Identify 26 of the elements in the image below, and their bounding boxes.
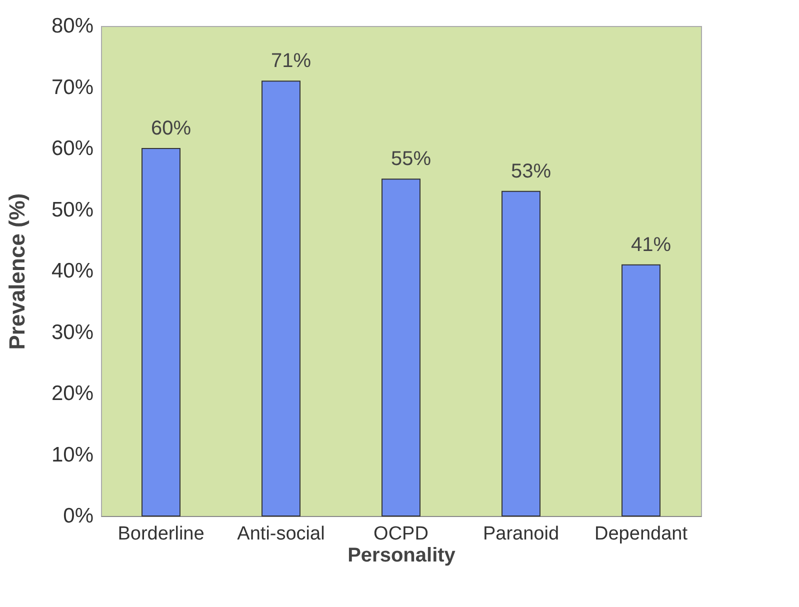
y-tick-label: 10% xyxy=(51,443,94,466)
y-tick-label: 20% xyxy=(51,382,94,405)
data-label: 55% xyxy=(390,148,432,170)
data-label: 41% xyxy=(630,234,672,256)
x-tick-label: OCPD xyxy=(374,524,428,544)
bar xyxy=(262,80,300,516)
y-tick-label: 30% xyxy=(51,320,94,344)
y-tick-label: 50% xyxy=(51,198,94,222)
x-tick-label: Dependant xyxy=(594,524,688,544)
y-axis-title: Prevalence (%) xyxy=(4,193,30,350)
x-axis-title: Personality xyxy=(348,544,456,566)
bar xyxy=(142,148,180,516)
y-tick-label: 70% xyxy=(51,76,94,99)
y-tick-label: 40% xyxy=(51,260,94,282)
data-label: 71% xyxy=(270,50,312,72)
x-tick-label: Borderline xyxy=(118,524,204,544)
data-label: 53% xyxy=(510,160,552,182)
data-label: 60% xyxy=(150,118,192,140)
y-tick-label: 80% xyxy=(51,14,94,38)
bar xyxy=(622,264,660,516)
x-tick-label: Anti-social xyxy=(237,524,325,544)
bar xyxy=(502,190,540,516)
y-tick-label: 60% xyxy=(51,137,94,160)
y-tick-label: 0% xyxy=(63,504,94,528)
x-tick-label: Paranoid xyxy=(482,524,560,544)
bar xyxy=(382,178,420,516)
